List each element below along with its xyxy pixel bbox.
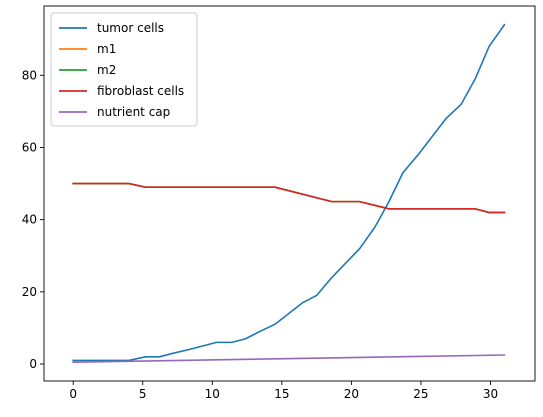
legend-label-3: fibroblast cells	[97, 84, 184, 98]
x-tick-label-2: 10	[205, 387, 220, 401]
x-tick-label-1: 5	[139, 387, 147, 401]
legend: tumor cells m1 m2 fibroblast cells nutrient …	[50, 12, 198, 127]
y-tick-label-2: 40	[22, 213, 37, 227]
legend-label-0: tumor cells	[97, 21, 164, 35]
legend-label-1: m1	[97, 42, 116, 56]
legend-label-4: nutrient cap	[97, 105, 170, 119]
legend-label-2: m2	[97, 63, 116, 77]
axes: 0 5 10 15 20 25 30 0 20 40 60 80	[22, 5, 536, 401]
series-line-4	[72, 354, 506, 364]
x-tick-label-3: 15	[274, 387, 289, 401]
y-tick-label-4: 80	[22, 68, 37, 82]
x-tick-label-4: 20	[344, 387, 359, 401]
series-line-0	[72, 23, 506, 362]
x-tick-label-0: 0	[69, 387, 77, 401]
y-tick-label-0: 0	[29, 357, 37, 371]
x-tick-label-6: 30	[483, 387, 498, 401]
plot-area	[72, 23, 506, 364]
x-tick-label-5: 25	[413, 387, 428, 401]
y-tick-label-3: 60	[22, 140, 37, 154]
series-line-3	[72, 182, 506, 214]
y-tick-label-1: 20	[22, 285, 37, 299]
legend-box	[50, 12, 198, 127]
axes-frame	[43, 5, 536, 382]
